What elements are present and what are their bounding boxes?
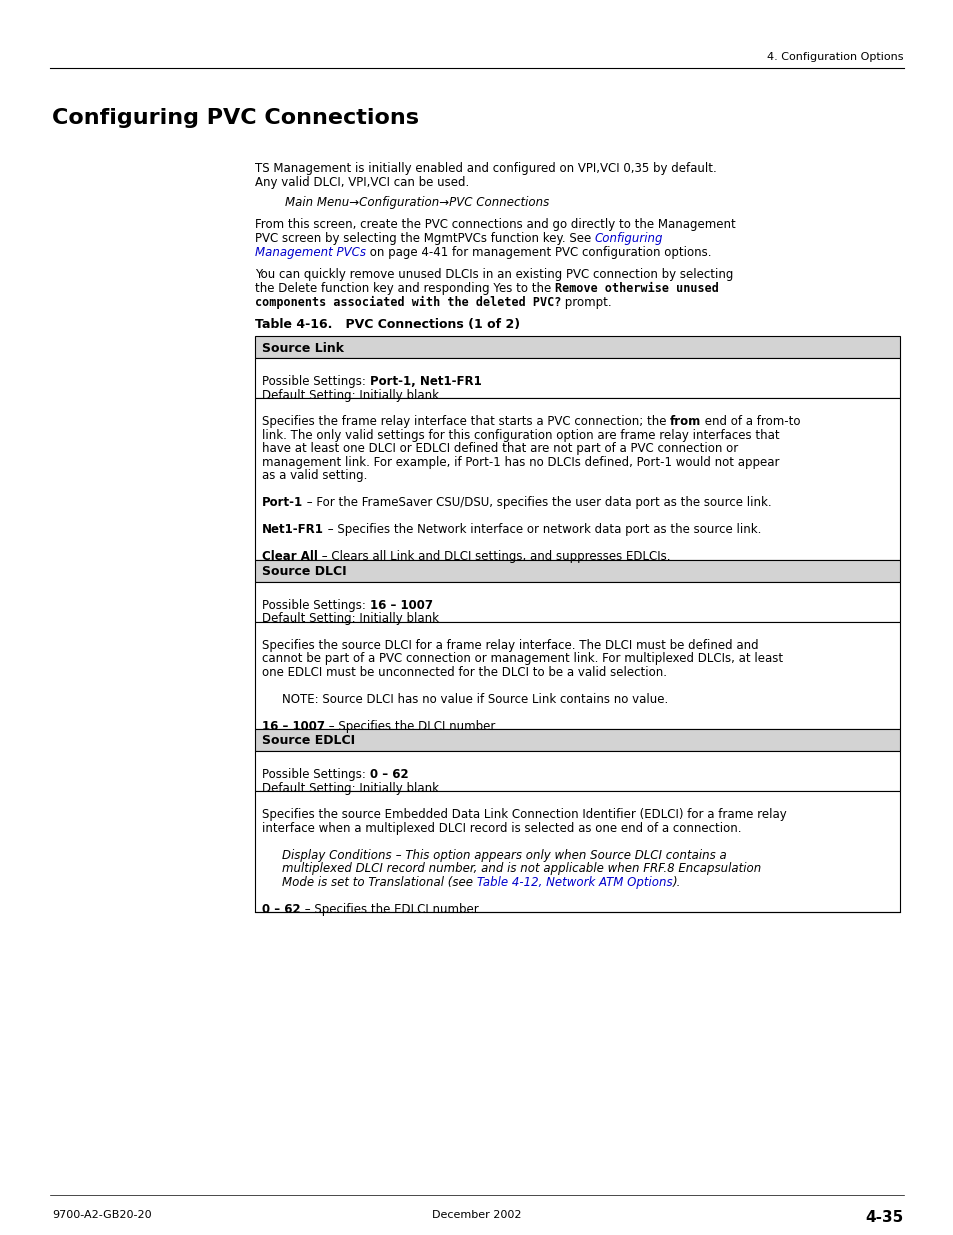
Text: from: from	[670, 415, 700, 429]
Text: Source EDLCI: Source EDLCI	[262, 735, 355, 747]
Text: components associated with the deleted PVC?: components associated with the deleted P…	[254, 296, 560, 309]
Text: Mode is set to Translational (see: Mode is set to Translational (see	[282, 876, 476, 889]
Text: on page 4-41 for management PVC configuration options.: on page 4-41 for management PVC configur…	[366, 246, 711, 259]
Text: Table 4-16.   PVC Connections (1 of 2): Table 4-16. PVC Connections (1 of 2)	[254, 317, 519, 331]
Bar	[254, 559, 899, 582]
Bar	[254, 398, 899, 559]
Text: – This option appears only when Source DLCI contains a: – This option appears only when Source D…	[392, 848, 725, 862]
Bar	[254, 336, 899, 358]
Text: Default Setting: Initially blank: Default Setting: Initially blank	[262, 613, 438, 625]
Text: 0 – 62: 0 – 62	[262, 903, 300, 916]
Text: Any valid DLCI, VPI,VCI can be used.: Any valid DLCI, VPI,VCI can be used.	[254, 177, 469, 189]
Text: prompt.: prompt.	[560, 296, 612, 309]
Text: Configuring PVC Connections: Configuring PVC Connections	[52, 107, 418, 128]
Text: Display Conditions: Display Conditions	[282, 848, 392, 862]
Text: Possible Settings:: Possible Settings:	[262, 768, 369, 782]
Text: Default Setting: Initially blank: Default Setting: Initially blank	[262, 782, 438, 795]
Text: 9700-A2-GB20-20: 9700-A2-GB20-20	[52, 1210, 152, 1220]
Text: PVC screen by selecting the MgmtPVCs function key. See: PVC screen by selecting the MgmtPVCs fun…	[254, 232, 595, 245]
Text: – Specifies the EDLCI number.: – Specifies the EDLCI number.	[300, 903, 480, 916]
Text: You can quickly remove unused DLCIs in an existing PVC connection by selecting: You can quickly remove unused DLCIs in a…	[254, 268, 733, 282]
Text: Default Setting: Initially blank: Default Setting: Initially blank	[262, 389, 438, 401]
Text: 4-35: 4-35	[864, 1210, 903, 1225]
Text: NOTE: Source DLCI has no value if Source Link contains no value.: NOTE: Source DLCI has no value if Source…	[282, 693, 667, 706]
Text: – Specifies the DLCI number.: – Specifies the DLCI number.	[325, 720, 497, 734]
Bar	[254, 790, 899, 911]
Text: interface when a multiplexed DLCI record is selected as one end of a connection.: interface when a multiplexed DLCI record…	[262, 823, 740, 835]
Bar	[254, 751, 899, 790]
Text: ).: ).	[672, 876, 680, 889]
Text: Clear All: Clear All	[262, 551, 317, 563]
Text: Port-1, Net1-FR1: Port-1, Net1-FR1	[369, 375, 481, 389]
Text: Specifies the source Embedded Data Link Connection Identifier (EDLCI) for a fram: Specifies the source Embedded Data Link …	[262, 809, 786, 821]
Text: as a valid setting.: as a valid setting.	[262, 469, 367, 483]
Text: Possible Settings:: Possible Settings:	[262, 599, 369, 613]
Text: – Specifies the Network interface or network data port as the source link.: – Specifies the Network interface or net…	[323, 524, 760, 536]
Text: TS Management is initially enabled and configured on VPI,VCI 0,35 by default.: TS Management is initially enabled and c…	[254, 162, 716, 175]
Text: Main Menu→Configuration→PVC Connections: Main Menu→Configuration→PVC Connections	[285, 196, 549, 209]
Text: Source Link: Source Link	[262, 342, 344, 354]
Text: 16 – 1007: 16 – 1007	[369, 599, 432, 613]
Text: Specifies the source DLCI for a frame relay interface. The DLCI must be defined : Specifies the source DLCI for a frame re…	[262, 638, 758, 652]
Text: Table 4-12, Network ATM Options: Table 4-12, Network ATM Options	[476, 876, 672, 889]
Text: Remove otherwise unused: Remove otherwise unused	[555, 282, 719, 295]
Text: 4. Configuration Options: 4. Configuration Options	[767, 52, 903, 62]
Text: link. The only valid settings for this configuration option are frame relay inte: link. The only valid settings for this c…	[262, 429, 779, 442]
Text: one EDLCI must be unconnected for the DLCI to be a valid selection.: one EDLCI must be unconnected for the DL…	[262, 666, 666, 679]
Text: Management PVCs: Management PVCs	[254, 246, 366, 259]
Text: – Clears all Link and DLCI settings, and suppresses EDLCIs.: – Clears all Link and DLCI settings, and…	[317, 551, 670, 563]
Text: end of a from-to: end of a from-to	[700, 415, 801, 429]
Text: Port-1: Port-1	[262, 496, 303, 510]
Text: Specifies the frame relay interface that starts a PVC connection; the: Specifies the frame relay interface that…	[262, 415, 670, 429]
Text: Configuring: Configuring	[595, 232, 662, 245]
Text: 0 – 62: 0 – 62	[369, 768, 408, 782]
Text: – For the FrameSaver CSU/DSU, specifies the user data port as the source link.: – For the FrameSaver CSU/DSU, specifies …	[303, 496, 771, 510]
Bar	[254, 729, 899, 751]
Text: Net1-FR1: Net1-FR1	[262, 524, 323, 536]
Bar	[254, 582, 899, 621]
Text: multiplexed DLCI record number, and is not applicable when FRF.8 Encapsulation: multiplexed DLCI record number, and is n…	[282, 862, 760, 876]
Text: 16 – 1007: 16 – 1007	[262, 720, 325, 734]
Text: December 2002: December 2002	[432, 1210, 521, 1220]
Text: Source DLCI: Source DLCI	[262, 564, 346, 578]
Text: management link. For example, if Port-1 has no DLCIs defined, Port-1 would not a: management link. For example, if Port-1 …	[262, 456, 779, 469]
Bar	[254, 358, 899, 398]
Text: the Delete function key and responding Yes to the: the Delete function key and responding Y…	[254, 282, 555, 295]
Bar	[254, 621, 899, 729]
Text: cannot be part of a PVC connection or management link. For multiplexed DLCIs, at: cannot be part of a PVC connection or ma…	[262, 652, 782, 666]
Text: From this screen, create the PVC connections and go directly to the Management: From this screen, create the PVC connect…	[254, 219, 735, 231]
Text: Possible Settings:: Possible Settings:	[262, 375, 369, 389]
Text: have at least one DLCI or EDLCI defined that are not part of a PVC connection or: have at least one DLCI or EDLCI defined …	[262, 442, 738, 456]
